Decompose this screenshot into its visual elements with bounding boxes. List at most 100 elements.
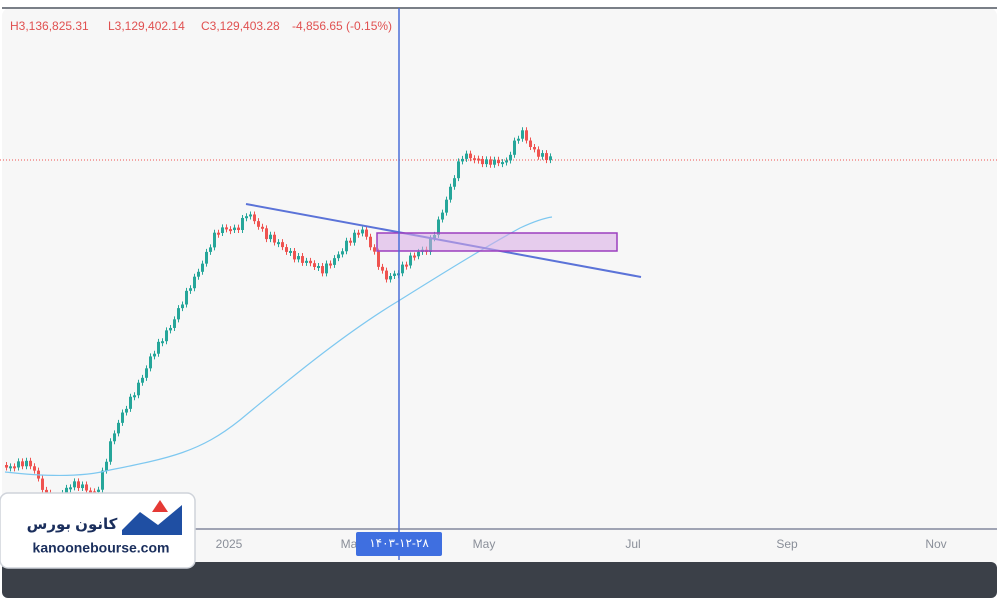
candle-body [193,276,196,289]
candle-body [517,138,520,141]
candle-body [401,264,404,274]
candle-body [413,255,416,258]
candle-body [221,227,224,234]
candle-body [437,219,440,235]
logo-name: کانون بورس [27,516,118,533]
candle-body [257,221,260,227]
candle-body [481,158,484,165]
candle-body [169,327,172,331]
candle-body [141,377,144,383]
candle-body [217,232,220,235]
candle-body [393,273,396,276]
candle-body [45,489,48,493]
candle-body [17,461,20,468]
candle-body [345,240,348,252]
candle-body [461,158,464,162]
x-tick-label: Sep [776,537,798,551]
candle-body [165,330,168,342]
low-text: L3,129,402.14 [108,19,185,33]
x-tick-label: Ma [341,537,358,551]
candle-body [181,304,184,309]
candle-body [253,214,256,222]
candle-body [209,247,212,252]
candle-body [197,271,200,277]
x-tick-label: May [473,537,496,551]
candle-body [109,441,112,462]
candle-body [441,212,444,220]
candle-body [173,319,176,328]
candle-body [373,247,376,252]
candle-body [341,251,344,255]
candle-body [525,130,528,141]
candle-body [385,270,388,280]
candle-body [477,158,480,161]
candle-body [237,227,240,231]
candle-body [405,264,408,267]
candle-body [297,256,300,260]
candle-body [25,460,28,467]
candle-body [153,353,156,357]
candle-body [465,153,468,159]
candle-body [505,160,508,163]
candle-body [137,382,140,396]
candle-body [317,266,320,269]
candle-body [325,263,328,274]
candle-body [333,258,336,265]
bottom-bar [2,562,997,598]
crosshair-label: ۱۴۰۳-۱۲-۲۸ [369,536,429,550]
candle-body [473,158,476,161]
candle-body [501,162,504,165]
logo-icon [122,500,182,535]
candle-body [485,159,488,165]
candle-body [161,341,164,344]
x-tick-label: Jul [625,537,640,551]
candle-body [105,461,108,471]
candle-body [69,487,72,490]
candle-body [177,308,180,320]
candle-body [229,229,232,232]
candle-body [29,460,32,467]
candle-body [537,149,540,157]
moving-average [4,216,553,477]
candle-body [117,422,120,434]
candle-body [245,216,248,219]
candle-body [357,232,360,235]
candle-body [521,130,524,139]
candle-body [201,263,204,272]
candle-body [453,178,456,187]
candle-body [349,240,352,243]
x-tick-label: 2025 [216,537,243,551]
candle-body [281,242,284,248]
candle-body [269,234,272,240]
candle-body [449,186,452,200]
candle-body [249,214,252,217]
candle-body [85,484,88,491]
candle-body [497,159,500,164]
candle-body [409,255,412,266]
candle-body [21,461,24,467]
candle-body [241,217,244,231]
candle-body [189,288,192,291]
candle-body [5,465,8,468]
candle-body [377,251,380,267]
candle-body [493,159,496,165]
candle-body [457,161,460,179]
candle-body [33,466,36,471]
x-tick-label: Nov [925,537,946,551]
candle-body [329,263,332,266]
candle-body [533,147,536,150]
logo-box [0,492,196,569]
candle-body [13,466,16,469]
candle-body [133,395,136,398]
candle-body [97,489,100,492]
candle-body [541,153,544,157]
candle-body [213,232,216,248]
candle-body [289,250,292,253]
candle-body [389,275,392,280]
candle-body [549,156,552,161]
candle-body [121,412,124,423]
candle-body [309,260,312,264]
candle-body [365,229,368,237]
candle-body [261,226,264,229]
